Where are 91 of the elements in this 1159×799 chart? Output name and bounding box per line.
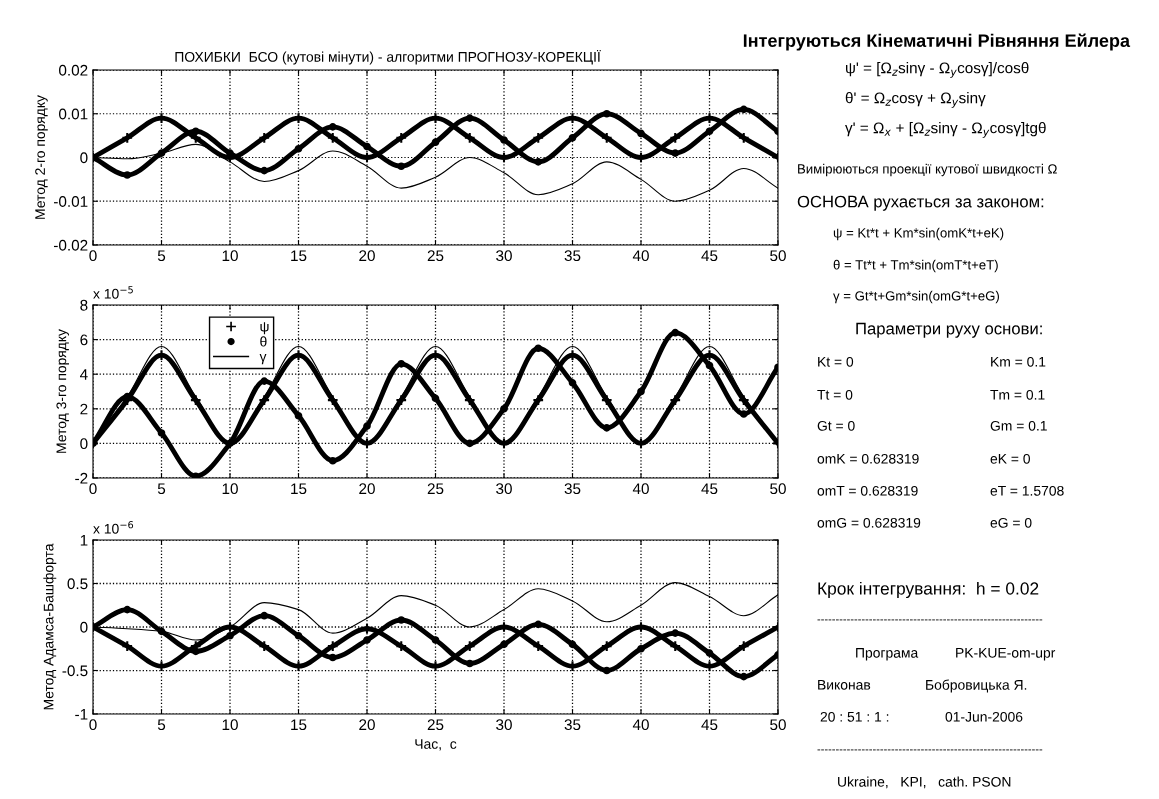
x-tick-label: 45 (701, 250, 718, 262)
text: eK = 0 (990, 453, 1030, 464)
x-tick-label: 40 (632, 483, 649, 495)
x-tick-label: 40 (632, 719, 649, 731)
x-tick-label: 5 (157, 719, 166, 731)
y-tick-label: 1 (80, 535, 88, 546)
y-tick-label: -0.02 (54, 239, 88, 251)
y-tick-label: 0.01 (59, 108, 88, 120)
x-tick-label: 35 (564, 250, 581, 262)
x-tick-label: 10 (222, 719, 238, 731)
text: θ' = Ω$_{z}$cosγ + Ω$_{y}$sinγ (845, 92, 986, 108)
text: x 10$^{−5}$ (93, 286, 133, 299)
y-tick-label: 4 (79, 369, 88, 380)
x-tick-label: 40 (632, 250, 649, 262)
text: Tm = 0.1 (990, 389, 1045, 400)
text: omT = 0.628319 (817, 485, 918, 496)
x-tick-label: 30 (496, 483, 512, 495)
x-tick-label: 30 (496, 250, 512, 262)
y-axis-title: Метод 3-го порядку (56, 329, 69, 453)
x-tick-label: 0 (89, 483, 97, 495)
legend-label: ψ (260, 322, 269, 335)
x-tick-label: 35 (564, 483, 581, 495)
y-tick-label: 0.02 (59, 64, 88, 76)
text: 01-Jun-2006 (945, 711, 1023, 722)
text: Вимірюються проекції кутової швидкості Ω (798, 163, 1057, 177)
y-tick-label: 8 (80, 299, 88, 311)
x-tick-label: 25 (427, 250, 444, 262)
x-tick-label: 50 (770, 719, 786, 731)
x-tick-label: 45 (701, 483, 718, 495)
text: Kt = 0 (818, 356, 854, 367)
text: Km = 0.1 (991, 356, 1046, 367)
text: Програма (856, 648, 919, 661)
y-tick-label: 6 (80, 334, 88, 346)
text: Інтегруються Кінематичні Рівняння Ейлера (743, 33, 1131, 51)
text: Параметри руху основи: (856, 322, 1042, 338)
text: Gm = 0.1 (990, 420, 1047, 431)
text: Бобровицька Я. (926, 679, 1027, 693)
text: eT = 1.5708 (990, 485, 1064, 496)
text: omK = 0.628319 (817, 453, 919, 464)
x-tick-label: 15 (291, 250, 307, 262)
x-tick-label: 20 (359, 250, 375, 262)
text: ψ' = [Ω$_{z}$sinγ - Ω$_{y}$cosγ]/cosθ (846, 62, 1029, 78)
y-tick-label: -2 (75, 472, 88, 484)
x-axis-title: Час, с (415, 739, 457, 751)
legend-label: θ (260, 336, 267, 347)
x-tick-label: 5 (157, 483, 166, 495)
text: γ = Gt*t+Gm*sin(omG*t+eG) (833, 290, 999, 304)
text: 20 : 51 : 1 : (820, 711, 889, 722)
x-tick-label: 10 (222, 250, 238, 262)
x-tick-label: 50 (770, 483, 786, 495)
x-tick-label: 20 (359, 483, 375, 495)
y-tick-label: 0 (80, 621, 88, 633)
x-tick-label: 0 (89, 250, 97, 262)
x-tick-label: 25 (427, 719, 444, 731)
text: PK-KUE-om-upr (956, 648, 1056, 661)
x-tick-label: 35 (564, 719, 581, 731)
chart-title: ПОХИБКИ БСО (кутові мінути) - алгоритми ПРОГНОЗУ-КОРЕКЦІЇ (175, 50, 601, 65)
x-tick-label: 15 (291, 719, 307, 731)
text: Ukraine, KPI, cath. PSON (838, 776, 1011, 789)
x-tick-label: 15 (291, 483, 307, 495)
x-tick-label: 30 (496, 719, 512, 731)
y-tick-label: 0 (80, 438, 88, 450)
text: omG = 0.628319 (817, 517, 921, 528)
text: γ' = Ω$_{x}$ + [Ω$_{z}$sinγ - Ω$_{y}$cosγ]tgθ (845, 122, 1046, 138)
y-tick-label: -1 (75, 709, 88, 720)
text: Gt = 0 (817, 420, 855, 431)
x-tick-label: 0 (89, 719, 97, 731)
text: Виконав (818, 680, 871, 690)
y-tick-label: -0.01 (54, 196, 88, 207)
text: x 10$^{−6}$ (93, 521, 134, 534)
x-tick-label: 5 (157, 250, 166, 262)
text: eG = 0 (990, 517, 1032, 528)
text: Tt = 0 (817, 389, 853, 400)
x-tick-label: 50 (770, 250, 786, 262)
y-tick-label: 2 (80, 403, 88, 415)
text: θ = Tt*t + Tm*sin(omT*t+eT) (833, 259, 998, 273)
x-tick-label: 45 (701, 719, 718, 731)
x-tick-label: 10 (222, 483, 238, 495)
text: Крок інтегрування: h = 0.02 (818, 581, 1039, 599)
text: ОСНОВА рухається за законом: (797, 195, 1044, 211)
text: ------------------------------------------------------------- (817, 619, 1043, 621)
y-axis-title: Метод Адамса-Башфорта (43, 543, 57, 710)
y-tick-label: 0 (80, 152, 88, 164)
text: ψ = Kt*t + Km*sin(omK*t+eK) (833, 227, 1004, 241)
x-tick-label: 20 (359, 719, 375, 731)
text: ------------------------------------------------------------- (817, 749, 1043, 751)
legend-label: γ (259, 354, 267, 365)
y-axis-title: Метод 2-го порядку (35, 95, 48, 219)
x-tick-label: 25 (427, 483, 444, 495)
y-tick-label: -0.5 (62, 665, 88, 677)
y-tick-label: 0.5 (67, 578, 88, 590)
